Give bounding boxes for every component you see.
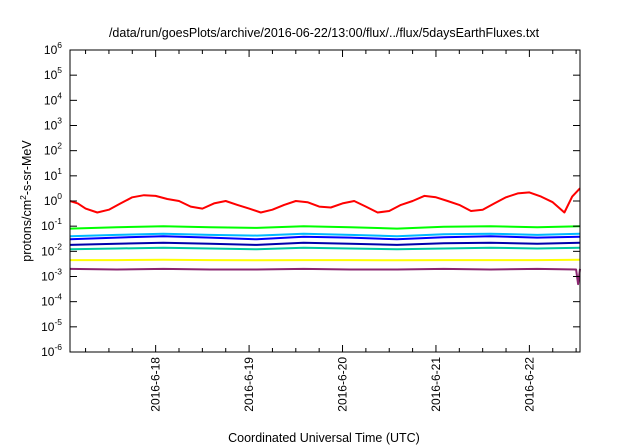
y-tick-label: 10-5 (41, 317, 62, 334)
series-line-8 (69, 267, 581, 286)
tick-group: 10-6 10-5 10-4 10-3 10-2 10-1 100 101 102 103 104 1… (41, 40, 580, 412)
x-tick-label: 2016-6-19 (242, 357, 256, 412)
x-axis-label: Coordinated Universal Time (UTC) (228, 431, 420, 445)
x-tick-label: 2016-6-22 (522, 357, 536, 412)
chart-title: /data/run/goesPlots/archive/2016-06-22/1… (109, 26, 540, 40)
series-line-2 (69, 225, 581, 230)
x-tick-label: 2016-6-20 (336, 357, 350, 412)
series-line-1 (69, 187, 581, 214)
y-tick-label: 10-4 (41, 292, 62, 309)
y-tick-label: 101 (44, 166, 62, 183)
series-line-4 (69, 235, 581, 241)
y-tick-label: 100 (44, 191, 62, 208)
y-tick-label: 102 (44, 141, 62, 158)
y-tick-label: 104 (44, 90, 62, 107)
series-line-3 (69, 232, 581, 238)
y-tick-label: 105 (44, 65, 62, 82)
y-tick-label: 10-2 (41, 241, 62, 258)
y-axis-label: protons/cm2-s-sr-MeV (18, 140, 34, 262)
series-line-5 (69, 246, 581, 251)
y-tick-label: 106 (44, 40, 62, 57)
x-tick-label: 2016-6-18 (149, 357, 163, 412)
y-tick-label: 103 (44, 116, 62, 133)
series-line-6 (69, 241, 581, 246)
x-tick-label: 2016-6-21 (429, 357, 443, 412)
y-tick-label: 10-6 (41, 342, 62, 359)
y-tick-label: 10-3 (41, 267, 62, 284)
y-tick-label: 10-1 (41, 216, 62, 233)
series-line-7 (70, 258, 581, 262)
series-group (69, 187, 581, 286)
plot-frame (69, 49, 581, 353)
